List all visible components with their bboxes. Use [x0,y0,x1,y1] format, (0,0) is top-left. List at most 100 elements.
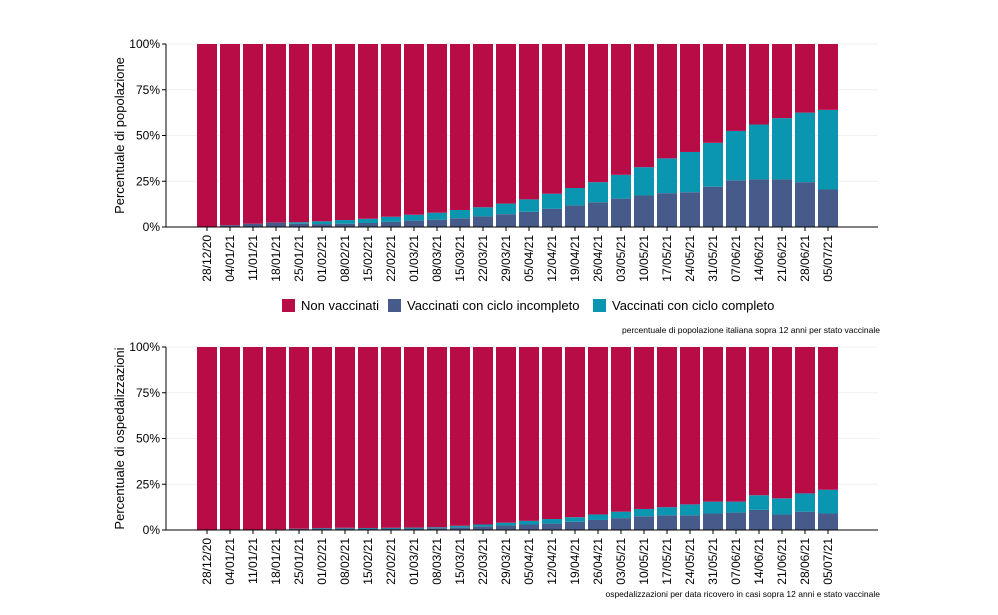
x-tick-label: 12/04/21 [545,538,559,585]
x-tick-label: 28/06/21 [798,235,812,282]
bar-segment-vaccinati-con-ciclo-incompleto [634,516,654,530]
bar-segment-vaccinati-con-ciclo-incompleto [496,525,516,530]
bar-segment-vaccinati-con-ciclo-incompleto [588,519,608,530]
x-tick-label: 07/06/21 [729,538,743,585]
x-tick-label: 17/05/21 [660,235,674,282]
x-tick-label: 08/02/21 [338,538,352,585]
y-tick-label: 0% [143,220,161,234]
bar-segment-vaccinati-con-ciclo-incompleto [703,513,723,530]
bar-segment-non-vaccinati [496,44,516,204]
x-tick-label: 18/01/21 [269,538,283,585]
bar-segment-non-vaccinati [220,347,240,530]
x-tick-label: 14/06/21 [752,235,766,282]
bar-segment-vaccinati-con-ciclo-completo [496,203,516,215]
y-tick-label: 25% [136,477,160,491]
bar-segment-vaccinati-con-ciclo-incompleto [381,221,401,227]
bar-segment-non-vaccinati [795,347,815,494]
x-tick-label: 01/02/21 [315,235,329,282]
x-tick-label: 05/04/21 [522,538,536,585]
bar-segment-vaccinati-con-ciclo-completo [795,493,815,512]
bar-segment-non-vaccinati [243,44,263,224]
bar-segment-non-vaccinati [220,44,240,226]
x-tick-label: 29/03/21 [499,235,513,282]
bar-segment-vaccinati-con-ciclo-incompleto [496,214,516,227]
bar-segment-non-vaccinati [335,44,355,221]
x-tick-label: 15/03/21 [453,538,467,585]
bar-segment-vaccinati-con-ciclo-incompleto [473,216,493,227]
bar-segment-non-vaccinati [197,347,217,530]
bar-segment-vaccinati-con-ciclo-completo [519,520,539,525]
bar-segment-vaccinati-con-ciclo-incompleto [542,208,562,227]
bar-segment-vaccinati-con-ciclo-completo [381,527,401,529]
bar-segment-vaccinati-con-ciclo-completo [312,221,332,225]
bar-segment-vaccinati-con-ciclo-completo [588,514,608,520]
bar-segment-non-vaccinati [657,347,677,508]
bar-segment-vaccinati-con-ciclo-completo [749,495,769,510]
bar-segment-non-vaccinati [473,347,493,525]
bar-segment-non-vaccinati [634,347,654,509]
bar-segment-vaccinati-con-ciclo-incompleto [634,195,654,227]
x-tick-label: 01/03/21 [407,538,421,585]
x-tick-label: 24/05/21 [683,538,697,585]
bar-segment-non-vaccinati [703,347,723,502]
bar-segment-non-vaccinati [611,44,631,175]
bar-segment-non-vaccinati [358,347,378,528]
x-tick-label: 11/01/21 [246,538,260,584]
x-tick-label: 05/07/21 [821,538,835,585]
bar-segment-vaccinati-con-ciclo-incompleto [243,223,263,227]
x-tick-label: 15/02/21 [361,235,375,282]
bar-segment-non-vaccinati [427,44,447,213]
bar-segment-vaccinati-con-ciclo-incompleto [335,223,355,227]
bar-segment-vaccinati-con-ciclo-completo [772,118,792,180]
bar-segment-non-vaccinati [450,347,470,526]
bar-segment-vaccinati-con-ciclo-completo [657,158,677,194]
bar-segment-vaccinati-con-ciclo-completo [703,501,723,514]
bar-segment-vaccinati-con-ciclo-completo [680,504,700,516]
x-tick-label: 26/04/21 [591,538,605,585]
bar-segment-vaccinati-con-ciclo-incompleto [519,211,539,227]
x-tick-label: 05/04/21 [522,235,536,282]
x-tick-label: 24/05/21 [683,235,697,282]
x-tick-label: 19/04/21 [568,235,582,282]
bar-segment-vaccinati-con-ciclo-completo [634,508,654,517]
x-tick-label: 08/02/21 [338,235,352,282]
bar-segment-non-vaccinati [473,44,493,208]
legend-label: Vaccinati con ciclo completo [612,298,774,313]
x-tick-label: 28/06/21 [798,538,812,585]
bar-segment-vaccinati-con-ciclo-incompleto [726,512,746,530]
x-tick-label: 28/12/20 [200,235,214,282]
bar-segment-vaccinati-con-ciclo-completo [335,220,355,224]
bar-segment-non-vaccinati [588,347,608,515]
bar-segment-vaccinati-con-ciclo-incompleto [588,202,608,227]
x-tick-label: 08/03/21 [430,235,444,282]
bar-segment-vaccinati-con-ciclo-incompleto [404,528,424,530]
bar-segment-vaccinati-con-ciclo-incompleto [266,222,286,227]
x-tick-label: 03/05/21 [614,235,628,282]
bar-segment-non-vaccinati [726,44,746,131]
x-tick-label: 25/01/21 [292,538,306,585]
bar-segment-non-vaccinati [565,44,585,189]
bar-segment-vaccinati-con-ciclo-completo [818,489,838,514]
x-tick-label: 21/06/21 [775,538,789,585]
bar-segment-non-vaccinati [243,347,263,530]
bar-segment-vaccinati-con-ciclo-incompleto [565,205,585,227]
bar-segment-vaccinati-con-ciclo-completo [818,109,838,190]
bar-segment-vaccinati-con-ciclo-incompleto [450,527,470,530]
bar-segment-non-vaccinati [404,347,424,528]
x-tick-label: 19/04/21 [568,538,582,585]
bar-segment-vaccinati-con-ciclo-incompleto [680,515,700,530]
bar-segment-vaccinati-con-ciclo-incompleto [450,218,470,227]
bar-segment-vaccinati-con-ciclo-completo [542,193,562,209]
bar-segment-vaccinati-con-ciclo-completo [657,507,677,516]
bar-segment-vaccinati-con-ciclo-completo [726,501,746,513]
bar-segment-vaccinati-con-ciclo-incompleto [473,526,493,530]
bar-segment-vaccinati-con-ciclo-completo [473,207,493,217]
bar-segment-vaccinati-con-ciclo-incompleto [703,186,723,227]
legend: Non vaccinati Vaccinati con ciclo incompl… [282,298,774,313]
x-tick-label: 31/05/21 [706,538,720,585]
bar-segment-non-vaccinati [772,347,792,499]
y-tick-label: 50% [136,129,160,143]
x-tick-label: 18/01/21 [269,235,283,282]
caption-ospedalizzazioni: ospedalizzazioni per data ricovero in ca… [605,589,880,599]
